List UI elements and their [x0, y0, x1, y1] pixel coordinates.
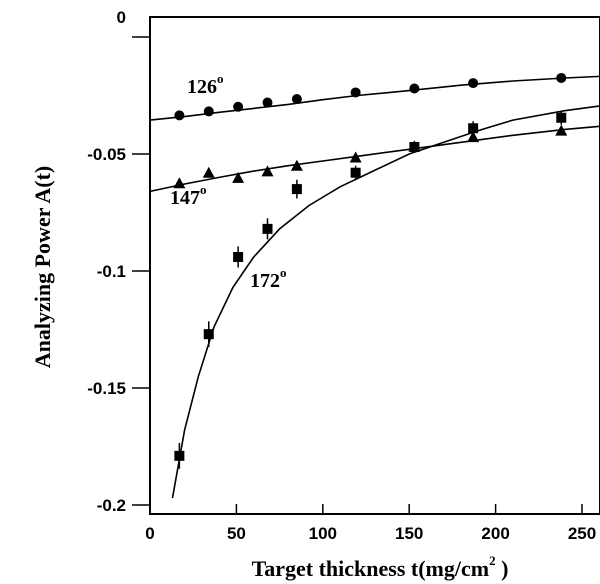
data-point-triangle — [290, 159, 303, 171]
data-point-circle — [291, 94, 302, 105]
data-point-triangle — [232, 171, 245, 183]
data-markers — [173, 72, 568, 469]
data-point-circle — [409, 83, 420, 94]
x-tick-label: 50 — [227, 524, 246, 543]
fit-curve-172 — [171, 105, 600, 499]
y-tick-label: -0.2 — [97, 496, 126, 515]
x-axis-title: Target thickness t(mg/cm2 ) — [252, 553, 509, 581]
fit-curve-147 — [149, 125, 600, 193]
y-axis-title: Analyzing Power A(t) — [30, 166, 55, 368]
data-point-triangle — [349, 151, 362, 163]
data-point-circle — [556, 72, 567, 83]
data-point-circle — [262, 97, 273, 108]
x-tick-label: 200 — [481, 524, 509, 543]
series-label-126: 126o — [187, 71, 224, 98]
data-point-triangle — [173, 177, 186, 189]
data-point-square — [409, 141, 420, 152]
data-point-circle — [203, 106, 214, 117]
data-point-square — [556, 112, 567, 123]
plot-frame — [149, 16, 600, 515]
data-point-circle — [174, 110, 185, 121]
data-point-square — [350, 167, 361, 178]
y-tick-label: -0.15 — [87, 379, 126, 398]
data-point-triangle — [261, 165, 274, 177]
data-point-square — [203, 329, 214, 340]
x-tick-label: 100 — [309, 524, 337, 543]
y-tick-label: -0.1 — [97, 262, 126, 281]
data-point-triangle — [202, 166, 215, 178]
y-tick-label: -0.05 — [87, 145, 126, 164]
x-ticks: 0 50 100 150 200 250 — [145, 504, 596, 543]
data-point-triangle — [467, 131, 480, 143]
data-point-square — [233, 251, 244, 262]
x-tick-label: 250 — [568, 524, 596, 543]
data-point-square — [262, 223, 273, 234]
data-point-circle — [468, 78, 479, 89]
data-point-square — [174, 450, 185, 461]
data-point-circle — [350, 87, 361, 98]
data-point-circle — [233, 101, 244, 112]
y-ticks: 0 -0.05 -0.1 -0.15 -0.2 — [87, 8, 150, 515]
data-point-square — [468, 123, 479, 134]
data-point-square — [291, 184, 302, 195]
fit-curves — [149, 75, 600, 499]
series-label-172: 172o — [250, 265, 287, 292]
y-tick-label: 0 — [117, 8, 126, 27]
x-tick-label: 150 — [395, 524, 423, 543]
data-point-triangle — [555, 124, 568, 136]
x-tick-label: 0 — [145, 524, 154, 543]
series-label-147: 147o — [170, 182, 207, 209]
